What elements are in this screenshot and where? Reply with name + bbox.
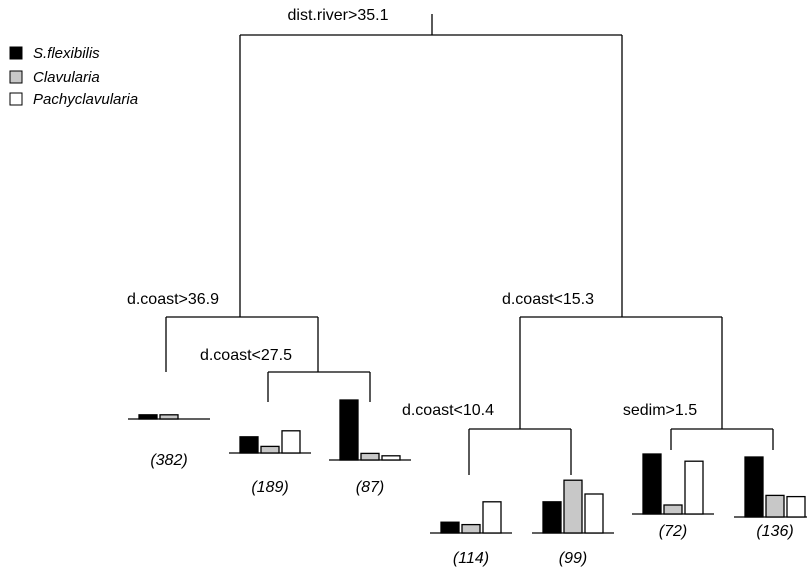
split-label-left-right: d.coast<27.5 <box>200 347 292 364</box>
leaf-4-bar-s-flexibilis <box>440 521 460 534</box>
leaf-count-2: (189) <box>251 479 288 496</box>
leaf-count-3: (87) <box>356 479 384 496</box>
leaf-4-bar-pachyclavularia <box>482 501 502 534</box>
leaf-counts: (382) (189) (87) (114) (99) (72) (136) <box>150 452 793 567</box>
leaf-6-bar-s-flexibilis <box>642 453 662 515</box>
split-label-right-left: d.coast<10.4 <box>402 402 494 419</box>
split-label-left: d.coast>36.9 <box>127 291 219 308</box>
leaf-5-bar-pachyclavularia <box>584 493 604 534</box>
leaf-5-bar-clavularia <box>563 479 583 534</box>
leaf-1-bar-clavularia <box>159 414 179 420</box>
split-labels: dist.river>35.1 d.coast>36.9 d.coast<27.… <box>127 7 697 419</box>
legend-swatch-clavularia <box>9 70 23 84</box>
leaf-2-bar-pachyclavularia <box>281 430 301 454</box>
leaf-7-bar-s-flexibilis <box>744 456 764 518</box>
leaf-count-5: (99) <box>559 550 587 567</box>
leaf-count-6: (72) <box>659 523 687 540</box>
leaf-3-bar-pachyclavularia <box>381 455 401 461</box>
leaf-4-bar-clavularia <box>461 523 481 534</box>
leaf-6-bar-pachyclavularia <box>684 460 704 515</box>
legend: S.flexibilis Clavularia Pachyclavularia <box>9 45 138 108</box>
legend-label-pachyclavularia: Pachyclavularia <box>33 91 138 108</box>
leaf-5-bar-s-flexibilis <box>542 501 562 534</box>
leaf-count-1: (382) <box>150 452 187 469</box>
split-label-right: d.coast<15.3 <box>502 291 594 308</box>
leaf-3-bar-s-flexibilis <box>339 399 359 461</box>
leaf-count-7: (136) <box>756 523 793 540</box>
leaf-6-bar-clavularia <box>663 504 683 515</box>
legend-swatch-pachyclavularia <box>9 92 23 106</box>
leaf-count-4: (114) <box>453 550 489 567</box>
leaf-1-bar-s-flexibilis <box>138 414 158 420</box>
leaf-2-bar-s-flexibilis <box>239 436 259 454</box>
split-label-right-right: sedim>1.5 <box>623 402 697 419</box>
leaf-7-bar-clavularia <box>765 494 785 518</box>
legend-label-s-flexibilis: S.flexibilis <box>33 45 100 62</box>
leaf-bar-groups <box>128 399 807 534</box>
legend-label-clavularia: Clavularia <box>33 69 100 86</box>
split-label-root: dist.river>35.1 <box>288 7 389 24</box>
leaf-3-bar-clavularia <box>360 452 380 461</box>
leaf-7-bar-pachyclavularia <box>786 495 806 518</box>
tree-edges <box>165 14 774 475</box>
leaf-2-bar-clavularia <box>260 445 280 454</box>
legend-swatch-s-flexibilis <box>9 46 23 60</box>
